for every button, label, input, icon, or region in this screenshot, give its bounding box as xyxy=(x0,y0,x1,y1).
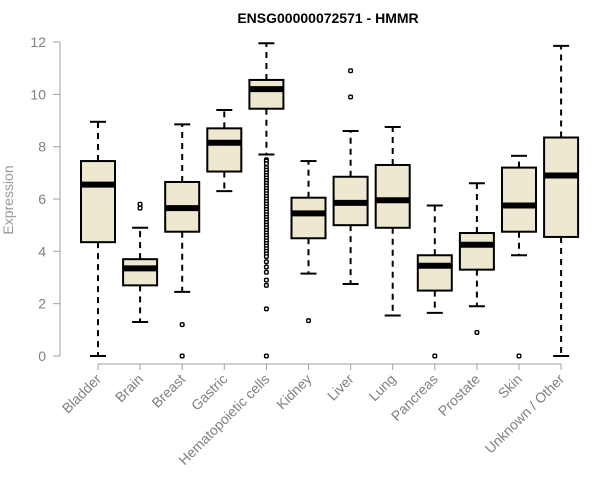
box-iqr xyxy=(206,127,243,173)
box-series xyxy=(80,42,580,359)
x-tick-label: Prostate xyxy=(435,371,483,419)
outlier-point xyxy=(263,264,269,270)
outlier-point xyxy=(474,329,480,335)
y-tick-label: 4 xyxy=(38,243,46,259)
outlier-point xyxy=(137,201,143,207)
box-group xyxy=(80,120,116,357)
outlier-point xyxy=(263,306,269,312)
box-group xyxy=(332,68,369,286)
x-tick-label: Lung xyxy=(365,371,398,404)
y-tick-label: 2 xyxy=(38,296,46,312)
x-tick-label: Kidney xyxy=(273,371,315,413)
box-group xyxy=(416,204,453,359)
box-group xyxy=(248,42,285,359)
outlier-point xyxy=(179,322,185,328)
box-iqr xyxy=(543,136,580,238)
box-group xyxy=(290,160,327,324)
y-tick-label: 0 xyxy=(38,348,46,364)
x-tick-label: Unknown / Other xyxy=(482,371,568,457)
outlier-point xyxy=(263,254,269,260)
box-group xyxy=(543,44,580,357)
y-axis-label: Expression xyxy=(0,165,16,234)
y-axis: 0 2 4 6 8 10 12 xyxy=(30,34,61,364)
y-tick-label: 10 xyxy=(30,86,46,102)
box-iqr xyxy=(122,258,159,287)
box-iqr xyxy=(80,160,116,244)
box-iqr xyxy=(290,196,327,240)
box-group xyxy=(206,109,243,193)
x-tick-label: Bladder xyxy=(59,371,105,417)
box-iqr xyxy=(248,78,285,110)
box-iqr xyxy=(458,232,495,271)
y-tick-label: 8 xyxy=(38,139,46,155)
outlier-point xyxy=(432,353,438,359)
outlier-point xyxy=(179,353,185,359)
x-tick-label: Liver xyxy=(324,371,357,404)
y-tick-label: 6 xyxy=(38,191,46,207)
y-tick-label: 12 xyxy=(30,34,46,50)
box-group xyxy=(164,123,201,359)
box-group xyxy=(501,154,537,359)
chart-title: ENSG00000072571 - HMMR xyxy=(237,10,418,26)
box-group xyxy=(374,126,411,317)
outlier-point xyxy=(306,318,312,324)
x-tick-label: Brain xyxy=(112,371,146,405)
box-iqr xyxy=(416,254,453,292)
outlier-point xyxy=(137,205,143,211)
outlier-point xyxy=(263,161,269,167)
outlier-point xyxy=(348,68,354,74)
outlier-point xyxy=(263,259,269,265)
x-tick-label: Breast xyxy=(148,371,188,411)
outlier-point xyxy=(263,353,269,359)
x-tick-label: Skin xyxy=(495,371,526,402)
outlier-point xyxy=(348,94,354,100)
outlier-point xyxy=(263,277,269,283)
box-group xyxy=(458,182,495,335)
outlier-point xyxy=(263,282,269,288)
x-tick-label: Pancreas xyxy=(388,371,441,424)
box-iqr xyxy=(374,163,411,229)
box-iqr xyxy=(501,166,537,233)
box-group xyxy=(122,201,159,323)
outlier-point xyxy=(516,353,522,359)
outlier-point xyxy=(263,269,269,275)
